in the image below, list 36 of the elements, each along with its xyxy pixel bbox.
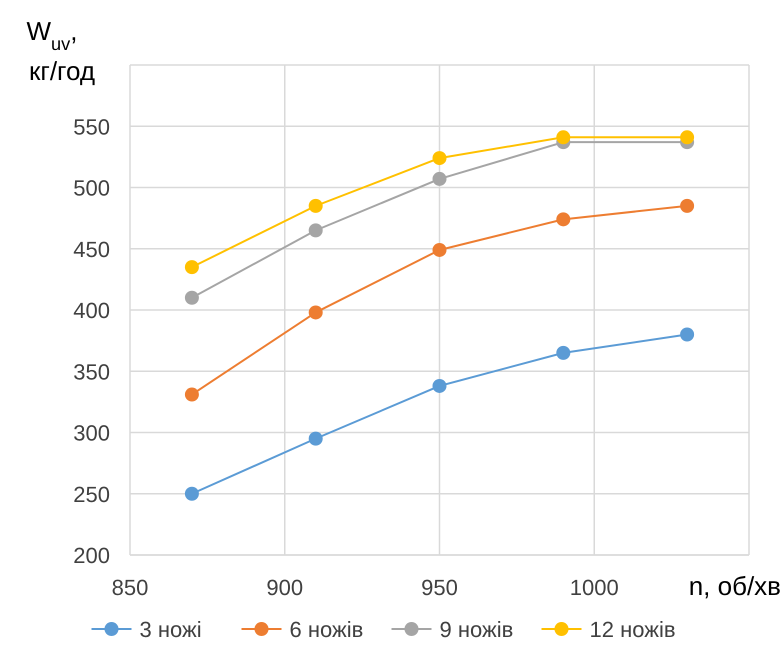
point (308, 432, 323, 446)
point (308, 198, 323, 213)
point (556, 130, 570, 144)
legend-label: 3 ножі (140, 617, 202, 642)
legend-label: 6 ножів (290, 617, 364, 642)
point (184, 388, 199, 402)
y-tick-label: 500 (73, 176, 110, 200)
y-tick-label: 400 (73, 298, 110, 323)
y-tick-label: 300 (73, 420, 110, 446)
x-tick-label: 850 (112, 575, 148, 600)
point (556, 346, 570, 360)
y-tick-label: 200 (73, 543, 110, 568)
point (184, 486, 199, 501)
y-axis-title: W$_{uv}$, кг/год (26, 16, 96, 86)
point (308, 223, 323, 238)
x-tick-label: 1000 (570, 575, 619, 600)
y-tick-label: 250 (73, 482, 110, 507)
point (432, 378, 446, 393)
y-tick-label: 550 (73, 114, 110, 140)
point (432, 242, 446, 257)
point (680, 130, 694, 144)
legend-label: 9 ножів (440, 617, 514, 642)
point (184, 260, 199, 274)
point (680, 198, 694, 213)
y-tick-label: 350 (73, 359, 110, 384)
x-axis-title: n, об/хв (688, 571, 781, 601)
x-tick-label: 950 (421, 575, 458, 600)
point (184, 290, 199, 305)
point (432, 172, 446, 186)
legend-label: 12 ножів (590, 617, 676, 642)
point (432, 151, 446, 166)
x-tick-label: 900 (266, 575, 304, 600)
point (680, 328, 694, 342)
point (556, 212, 570, 226)
y-tick-label: 450 (73, 236, 110, 262)
point (308, 305, 323, 320)
